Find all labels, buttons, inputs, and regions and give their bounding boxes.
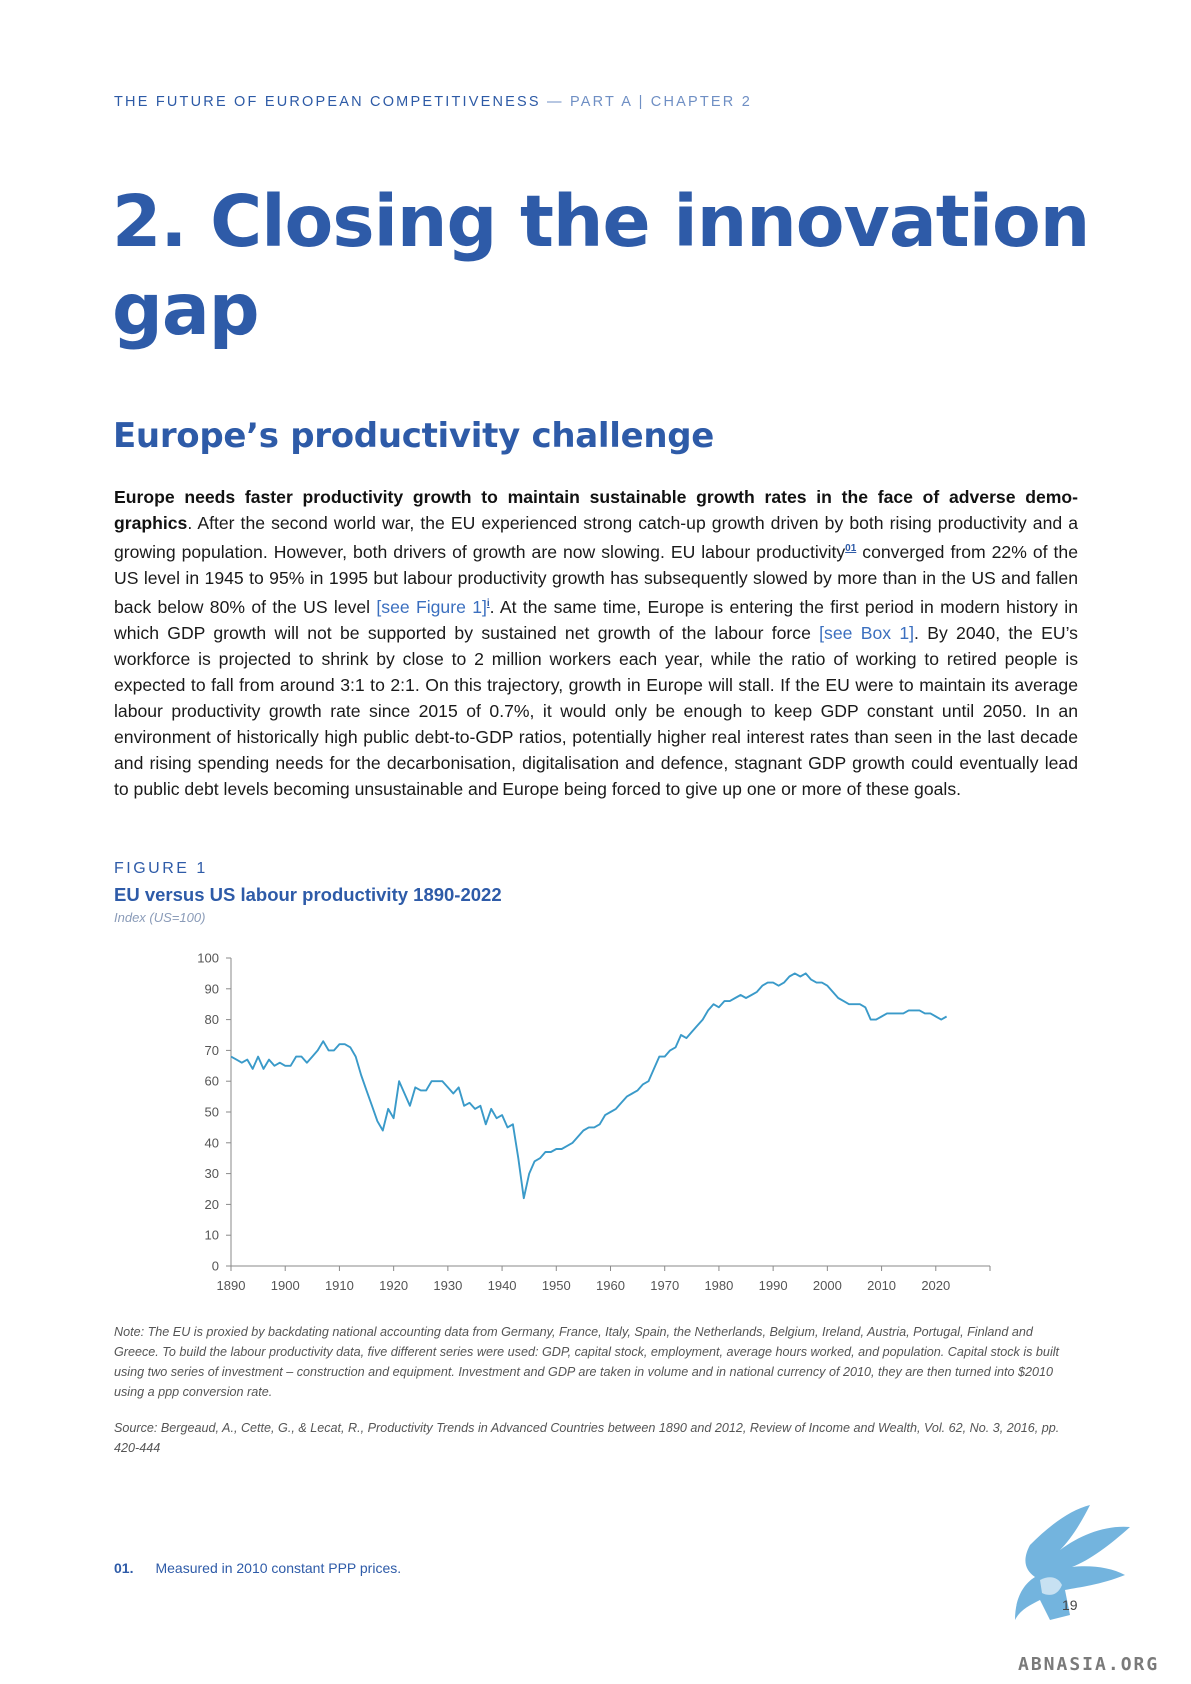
x-tick-label: 1970 xyxy=(650,1278,679,1293)
productivity-line-chart: 0 10 20 30 40 50 60 70 80 90 100 1890 1900 1910 1920 19… xyxy=(197,951,991,1293)
x-tick-label: 1960 xyxy=(596,1278,625,1293)
y-tick-label: 90 xyxy=(205,981,219,996)
x-tick-label: 1890 xyxy=(217,1278,246,1293)
footnote-number: 01. xyxy=(114,1560,134,1576)
figure-title: EU versus US labour productivity 1890-20… xyxy=(114,884,502,905)
y-tick-label: 70 xyxy=(205,1043,219,1058)
figure-label: FIGURE 1 xyxy=(114,860,208,877)
lead-sentence: Europe needs faster productivity growth … xyxy=(114,487,1078,533)
y-tick-label: 20 xyxy=(205,1197,219,1212)
y-tick-label: 30 xyxy=(205,1166,219,1181)
section-heading: Europe’s productivity challenge xyxy=(113,416,715,456)
running-header-separator: — xyxy=(540,94,570,110)
griffin-logo xyxy=(1015,1505,1130,1620)
y-tick-label: 50 xyxy=(205,1105,219,1120)
y-tick-label: 60 xyxy=(205,1074,219,1089)
y-tick-label: 10 xyxy=(205,1228,219,1243)
paragraph-text-4: . By 2040, the EU’s workforce is project… xyxy=(114,622,1078,799)
x-tick-label: 1930 xyxy=(433,1278,462,1293)
footnote: 01. Measured in 2010 constant PPP prices. xyxy=(114,1560,401,1576)
figure-source: Source: Bergeaud, A., Cette, G., & Lecat… xyxy=(114,1421,1060,1455)
x-tick-label: 2020 xyxy=(921,1278,950,1293)
x-tick-label: 1920 xyxy=(379,1278,408,1293)
x-tick-label: 1980 xyxy=(704,1278,733,1293)
x-tick-label: 1900 xyxy=(271,1278,300,1293)
paragraph-text-3: . At the same time, Europe is entering t… xyxy=(114,596,1078,643)
figure-note: Note: The EU is proxied by backdating na… xyxy=(114,1325,1060,1399)
watermark: ABNASIA.ORG xyxy=(1018,1654,1160,1675)
running-header-section: PART A | CHAPTER 2 xyxy=(569,94,752,110)
body-paragraph: Europe needs faster productivity growth … xyxy=(114,484,1078,802)
paragraph-text-1: . After the second world war, the EU exp… xyxy=(114,513,1078,562)
figure-reference-link[interactable]: [see Figure 1] xyxy=(376,596,487,617)
x-tick-label: 2000 xyxy=(813,1278,842,1293)
paragraph-text-2: converged from 22% of the US level in 19… xyxy=(114,541,1078,617)
y-tick-label: 80 xyxy=(205,1012,219,1027)
x-tick-label: 1940 xyxy=(488,1278,517,1293)
y-tick-label: 0 xyxy=(212,1259,219,1274)
chapter-title: 2. Closing the innovation gap xyxy=(112,180,1090,351)
footnote-link[interactable]: 01 xyxy=(845,543,857,554)
y-tick-label: 40 xyxy=(205,1135,219,1150)
box-reference-link[interactable]: [see Box 1] xyxy=(819,622,915,643)
x-tick-label: 2010 xyxy=(867,1278,896,1293)
y-tick-label: 100 xyxy=(197,951,219,966)
running-header-title: THE FUTURE OF EUROPEAN COMPETITIVENESS xyxy=(114,94,541,110)
x-tick-label: 1910 xyxy=(325,1278,354,1293)
x-tick-label: 1950 xyxy=(542,1278,571,1293)
endnote-link[interactable]: i xyxy=(486,597,490,609)
footnote-text: Measured in 2010 constant PPP prices. xyxy=(155,1560,402,1576)
running-header: THE FUTURE OF EUROPEAN COMPETITIVENESS —… xyxy=(114,94,752,110)
figure-subtitle: Index (US=100) xyxy=(114,910,206,925)
eu-us-productivity-line xyxy=(230,972,948,1200)
x-tick-label: 1990 xyxy=(759,1278,788,1293)
page-number: 19 xyxy=(1062,1597,1078,1613)
